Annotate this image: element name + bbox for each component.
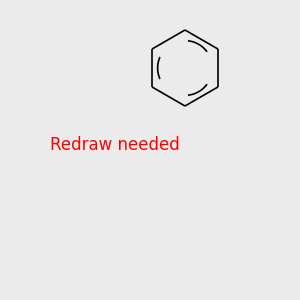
Text: Redraw needed: Redraw needed [50, 136, 180, 154]
